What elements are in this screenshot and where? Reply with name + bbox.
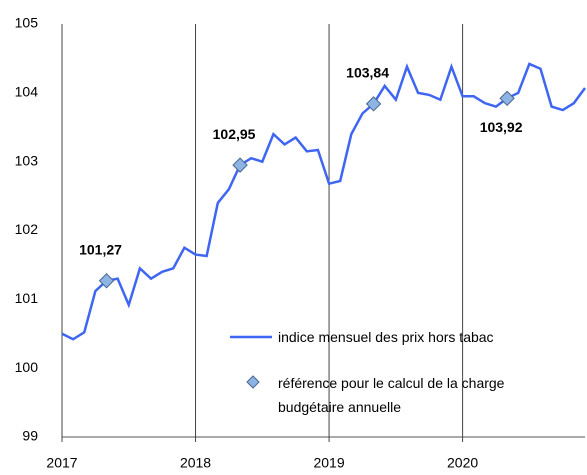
value-label: 101,27 xyxy=(79,241,122,257)
legend-marker xyxy=(246,375,260,389)
x-tick-label: 2019 xyxy=(313,455,344,471)
price-line xyxy=(61,62,587,341)
x-tick-label: 2017 xyxy=(46,455,77,471)
y-tick-label: 105 xyxy=(15,15,39,31)
value-label: 103,92 xyxy=(480,119,523,135)
reference-marker xyxy=(499,90,515,107)
reference-marker xyxy=(365,96,382,112)
legend-label: indice mensuel des prix hors tabac xyxy=(278,329,494,345)
y-tick-label: 103 xyxy=(15,152,39,168)
value-label: 102,95 xyxy=(213,126,256,142)
reference-marker xyxy=(98,273,115,289)
y-tick-label: 100 xyxy=(15,359,39,375)
x-tick-label: 2018 xyxy=(180,455,211,471)
y-tick-label: 102 xyxy=(15,221,39,237)
legend-label: référence pour le calcul de la charge bu… xyxy=(278,375,505,415)
y-tick-label: 99 xyxy=(22,428,38,444)
reference-marker xyxy=(232,157,248,173)
value-label: 103,84 xyxy=(346,65,389,81)
y-tick-label: 104 xyxy=(15,84,39,100)
y-tick-label: 101 xyxy=(15,290,39,306)
x-tick-label: 2020 xyxy=(447,455,478,471)
